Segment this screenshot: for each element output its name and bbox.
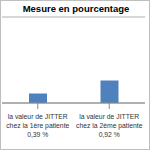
html-text:Mesure en pourcentage: Mesure en pourcentage [22, 3, 130, 14]
svg-text:la valeur de JITTER: la valeur de JITTER [79, 113, 139, 120]
svg-text:chez la 1ère patiente: chez la 1ère patiente [8, 122, 70, 130]
svg-text:0,92 %: 0,92 % [99, 131, 120, 138]
svg-text:chez la 2ème patiente: chez la 2ème patiente [76, 122, 142, 130]
svg-text:0,39 %: 0,39 % [27, 131, 48, 138]
svg-text:la valeur de JITTER: la valeur de JITTER [8, 113, 68, 120]
